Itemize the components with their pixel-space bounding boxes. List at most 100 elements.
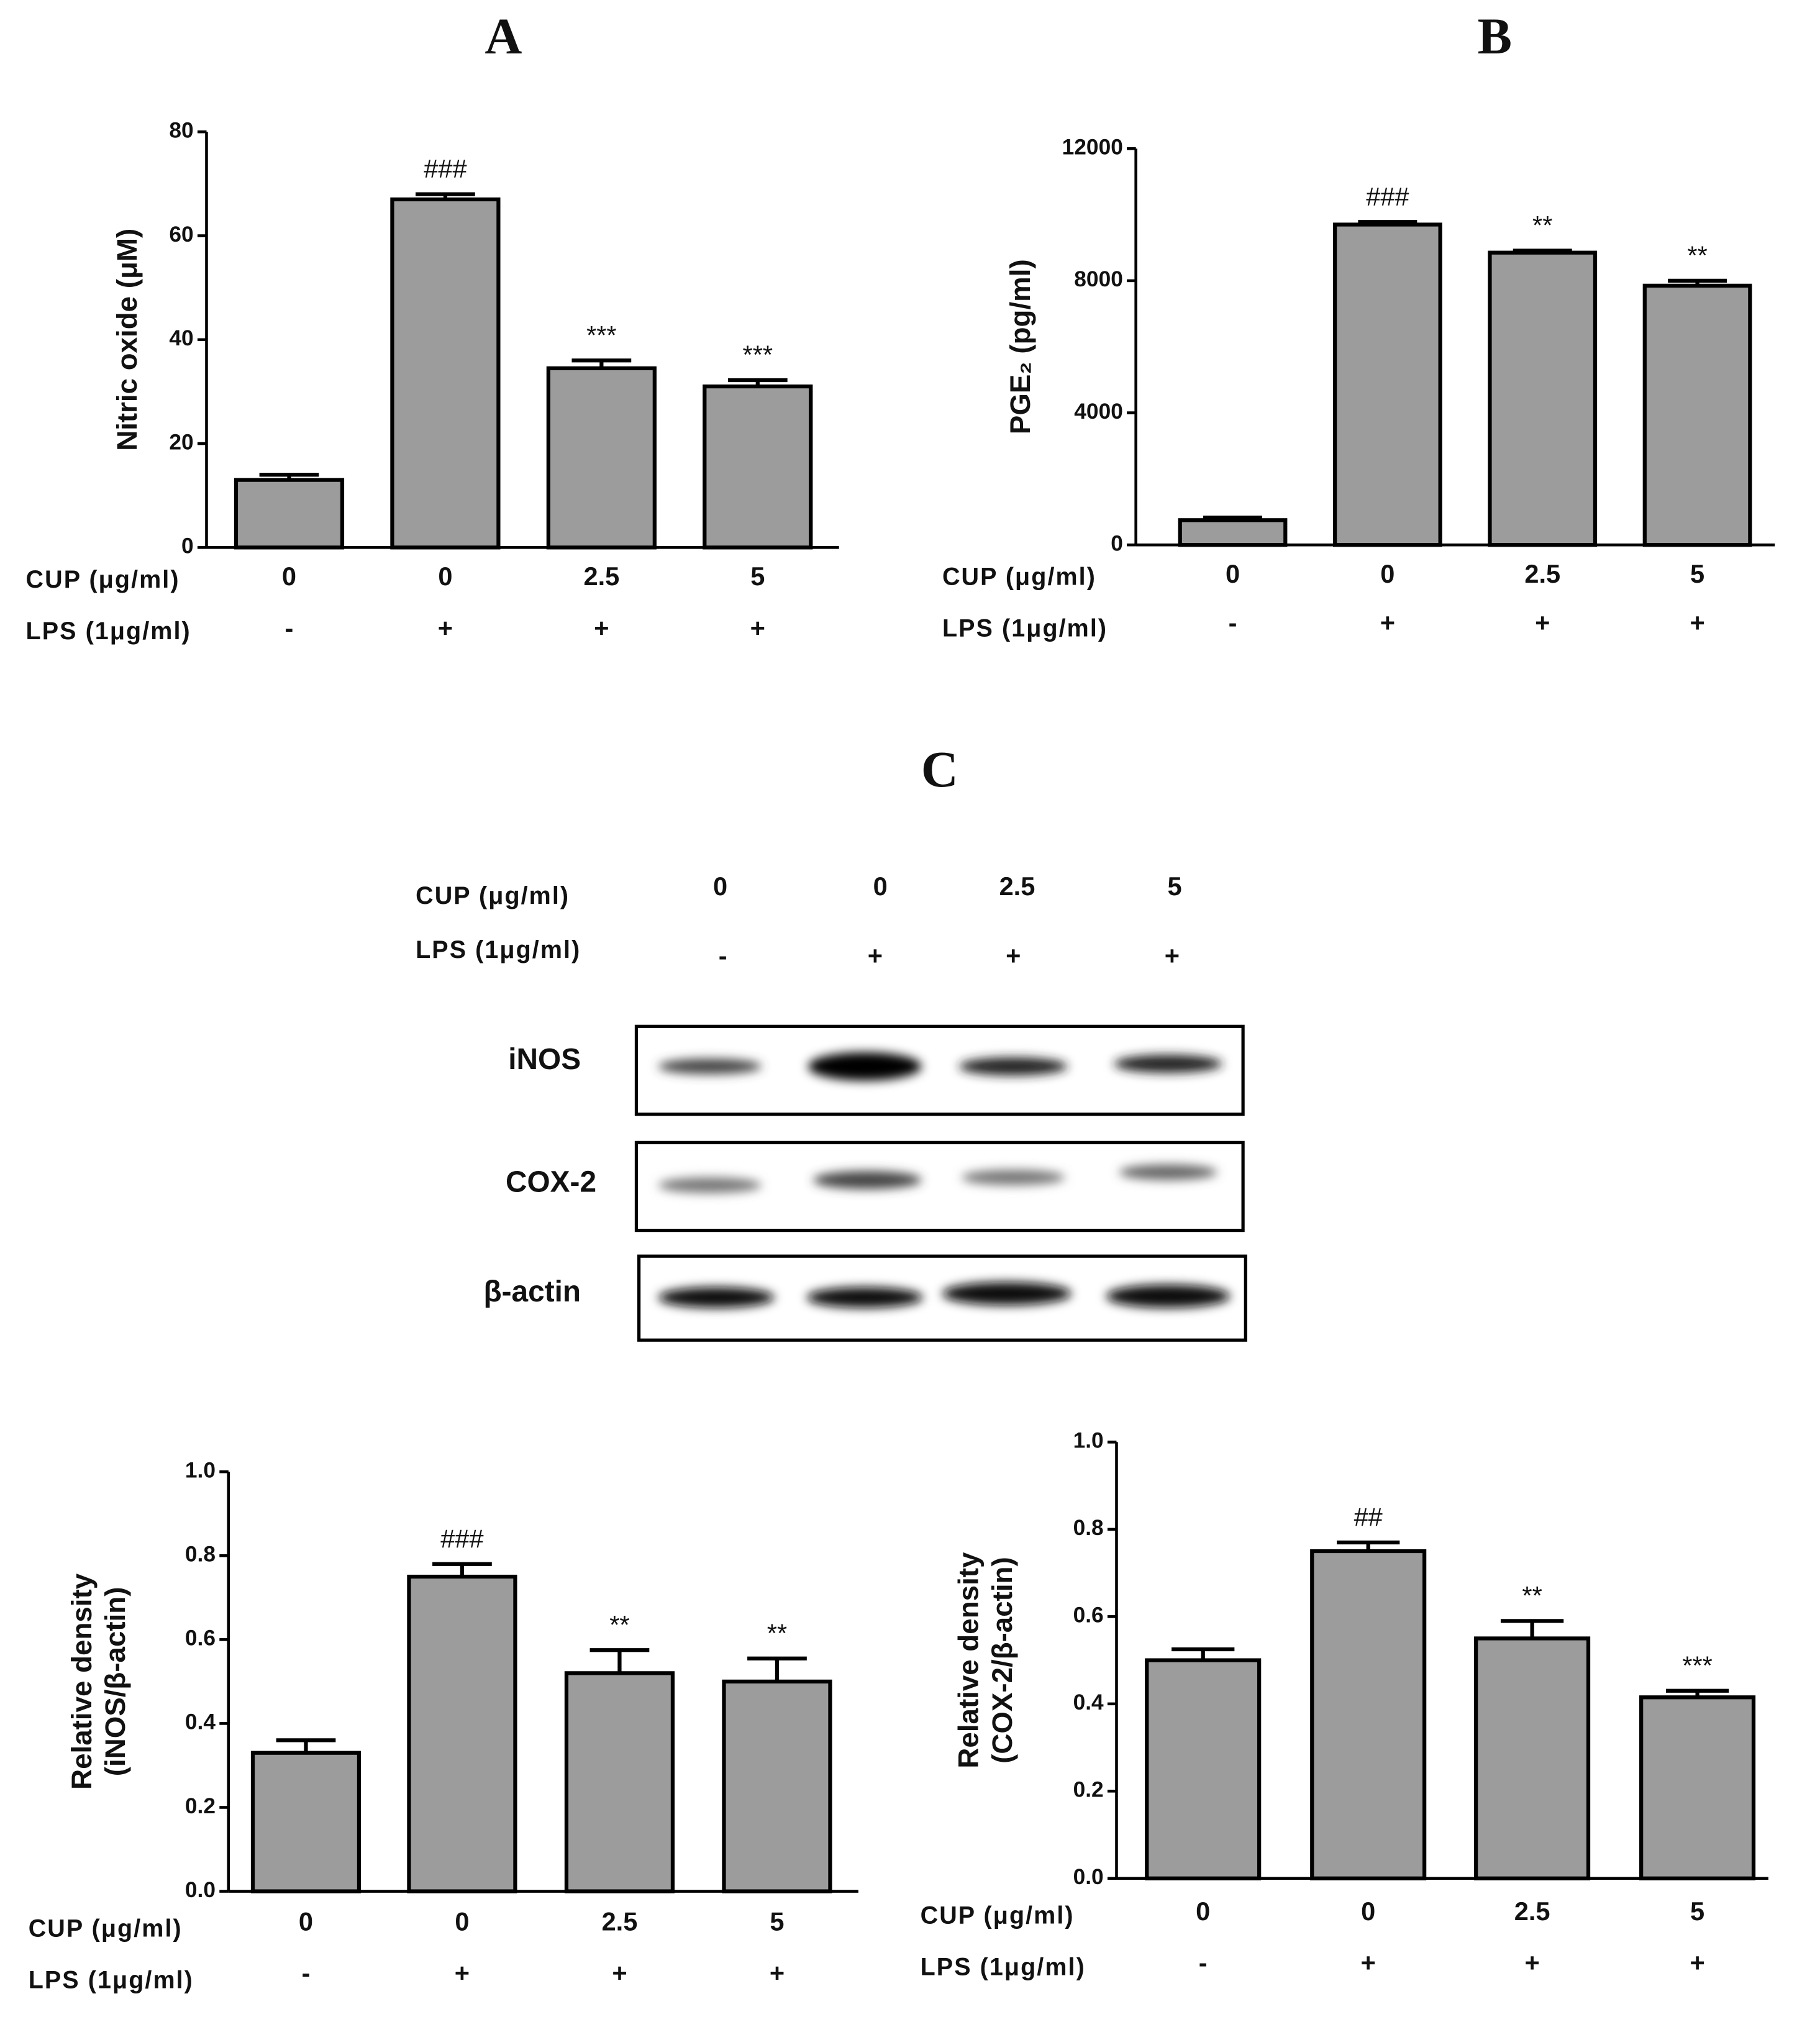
x-tick-label: 0: [455, 1906, 469, 1936]
y-tick-label: 0.4: [185, 1710, 216, 1734]
error-bar: [589, 1648, 650, 1674]
row-label: LPS (1μg/ml): [26, 617, 191, 645]
x-tick-label: +: [1535, 608, 1550, 637]
row-label: CUP (μg/ml): [29, 1915, 183, 1942]
y-tick-label: 0.0: [185, 1878, 216, 1902]
error-bar: [727, 378, 788, 387]
bar: [1332, 222, 1442, 547]
row-label: LPS (1μg/ml): [416, 936, 581, 963]
bar: [1145, 1658, 1262, 1880]
x-tick-label: +: [1690, 1948, 1704, 1977]
error-bar: [1172, 1647, 1235, 1660]
error-bar: [1500, 1619, 1564, 1639]
significance: **: [1522, 1581, 1542, 1610]
lane-label: 2.5: [999, 872, 1035, 901]
y-tick-label: 0.0: [1073, 1865, 1104, 1889]
panel-title: A: [485, 7, 522, 65]
bar: [722, 1679, 832, 1893]
error-bar: [1665, 1688, 1729, 1698]
panel-title: B: [1478, 7, 1512, 65]
y-tick-label: 0.8: [185, 1542, 216, 1567]
significance: ***: [586, 321, 617, 350]
x-tick-label: 5: [770, 1906, 784, 1936]
x-tick-label: +: [438, 613, 453, 642]
y-tick-label: 0.4: [1073, 1690, 1104, 1715]
protein-label: COX-2: [506, 1165, 596, 1198]
y-tick-label: 0.2: [185, 1794, 216, 1818]
lane-label: +: [1165, 941, 1180, 970]
x-tick-label: -: [285, 613, 294, 642]
x-tick-label: +: [1524, 1948, 1539, 1977]
x-tick-label: 0: [282, 562, 296, 591]
y-tick-label: 0.2: [1073, 1778, 1104, 1802]
x-tick-label: 0: [1196, 1897, 1210, 1926]
significance: ###: [1366, 182, 1409, 211]
x-tick-label: +: [1690, 608, 1704, 637]
y-tick-label: 0.6: [1073, 1603, 1104, 1628]
y-tick-label: 40: [169, 326, 193, 350]
panel-title: C: [921, 740, 958, 798]
error-bar: [259, 473, 319, 480]
y-axis-label: Relative density: [66, 1573, 98, 1790]
row-label: LPS (1μg/ml): [942, 615, 1108, 642]
bar: [1642, 283, 1752, 547]
lane-label: 0: [873, 872, 888, 901]
y-tick-label: 0: [1111, 532, 1123, 556]
blot-box: [637, 1254, 1247, 1342]
row-label: CUP (μg/ml): [26, 566, 180, 593]
y-tick-label: 4000: [1074, 399, 1123, 424]
error-bar: [571, 358, 632, 368]
bar: [703, 384, 813, 550]
x-tick-label: +: [455, 1959, 470, 1988]
x-tick-label: 2.5: [602, 1906, 638, 1936]
significance: ###: [424, 154, 466, 183]
protein-label: iNOS: [508, 1043, 581, 1076]
y-tick-label: 12000: [1062, 135, 1123, 160]
bar: [390, 197, 501, 550]
x-tick-label: 0: [438, 562, 452, 591]
row-label: CUP (μg/ml): [921, 1902, 1075, 1929]
y-axis-label: (iNOS/β-actin): [99, 1587, 131, 1777]
x-tick-label: 5: [750, 562, 765, 591]
blot-box: [634, 1024, 1245, 1116]
y-tick-label: 1.0: [1073, 1429, 1104, 1453]
y-tick-label: 60: [169, 222, 193, 247]
significance: **: [609, 1610, 629, 1639]
significance: **: [1687, 240, 1707, 270]
error-bar: [1337, 1540, 1400, 1551]
x-tick-label: 5: [1690, 559, 1704, 588]
x-tick-label: 2.5: [1524, 559, 1560, 588]
bar: [407, 1574, 517, 1893]
bar: [1474, 1636, 1591, 1880]
x-tick-label: +: [1361, 1948, 1376, 1977]
bar: [234, 478, 345, 550]
y-tick-label: 80: [169, 119, 193, 143]
significance: **: [1532, 211, 1552, 240]
significance: **: [767, 1618, 787, 1647]
significance: ***: [1682, 1651, 1713, 1680]
bar: [1310, 1549, 1427, 1880]
error-bar: [1668, 278, 1727, 286]
blot-box: [634, 1141, 1245, 1232]
lane-label: +: [868, 941, 883, 970]
bar: [1639, 1695, 1756, 1880]
x-tick-label: 2.5: [1514, 1897, 1550, 1926]
error-bar: [747, 1656, 807, 1682]
protein-label: β-actin: [483, 1275, 581, 1308]
row-label: LPS (1μg/ml): [29, 1966, 194, 1993]
x-tick-label: 0: [1361, 1897, 1375, 1926]
x-tick-label: +: [1380, 608, 1395, 637]
bar: [1178, 518, 1288, 547]
x-tick-label: 2.5: [583, 562, 619, 591]
y-tick-label: 20: [169, 430, 193, 454]
y-axis-label: Relative density: [953, 1552, 985, 1769]
x-tick-label: -: [302, 1959, 311, 1988]
lane-label: 0: [713, 872, 727, 901]
y-tick-label: 0.8: [1073, 1516, 1104, 1540]
lane-label: -: [719, 941, 727, 970]
x-tick-label: -: [1229, 608, 1237, 637]
x-tick-label: 0: [299, 1906, 313, 1936]
row-label: CUP (μg/ml): [416, 882, 570, 909]
x-tick-label: 0: [1226, 559, 1240, 588]
y-axis-label: Nitric oxide (μM): [111, 229, 143, 451]
